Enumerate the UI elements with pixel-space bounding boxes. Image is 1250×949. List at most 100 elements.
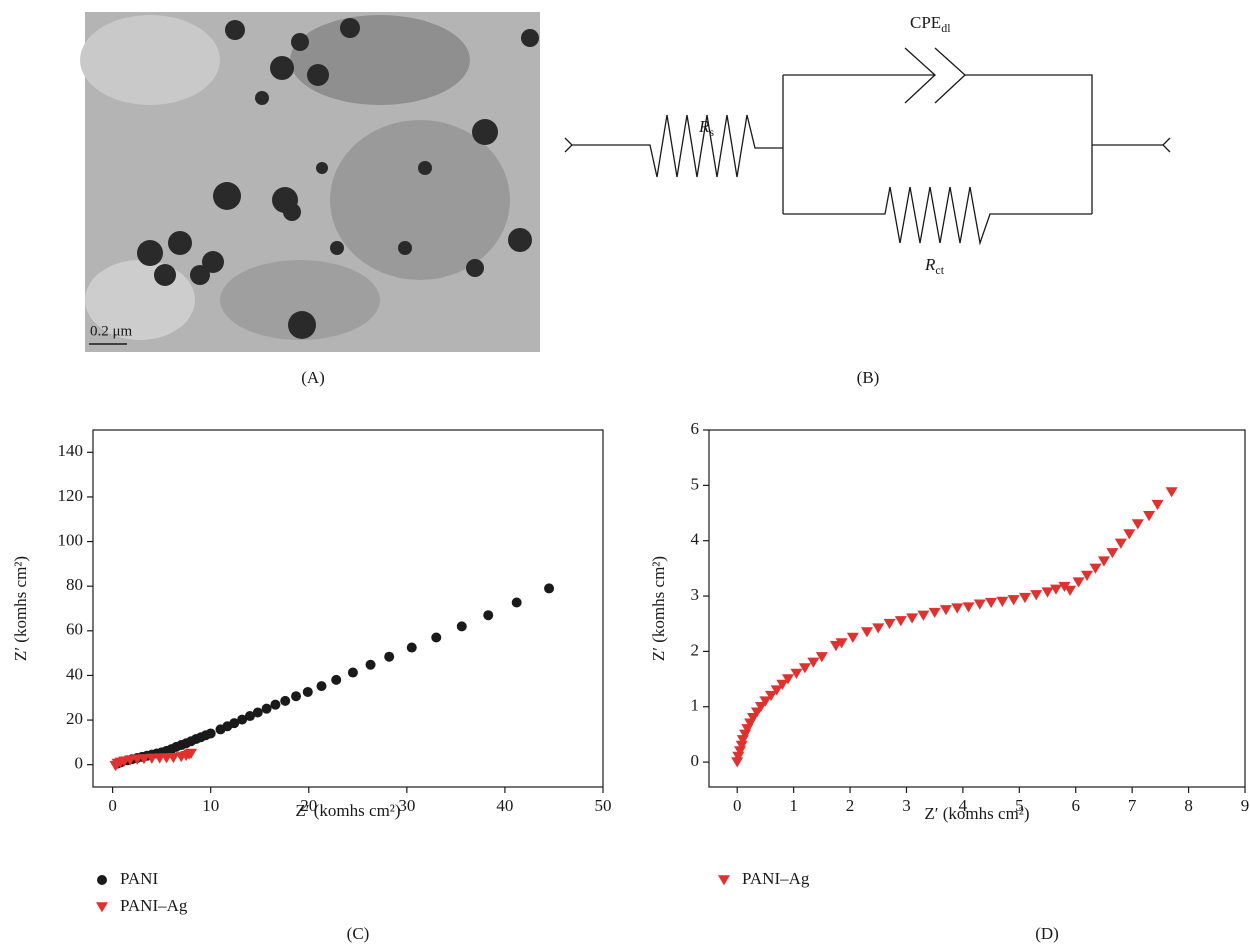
y-tick-label: 120 (58, 486, 84, 505)
x-tick-label: 20 (300, 796, 317, 815)
point (1081, 570, 1094, 581)
point (807, 657, 820, 668)
series (112, 583, 555, 769)
chart-title: (D) (1035, 924, 1059, 943)
x-tick-label: 5 (1015, 796, 1024, 815)
point (1143, 510, 1156, 522)
point (1007, 595, 1020, 606)
point (1030, 590, 1043, 601)
x-tick-label: 40 (496, 796, 513, 815)
x-tick-label: 9 (1241, 796, 1250, 815)
x-tick-label: 0 (733, 796, 742, 815)
series (109, 748, 198, 772)
point (431, 632, 442, 643)
y-tick-label: 3 (691, 585, 700, 604)
rs-subscript: s (709, 125, 714, 139)
point (790, 668, 803, 679)
point (291, 691, 302, 702)
point (331, 674, 342, 685)
point (237, 714, 248, 725)
point (734, 746, 747, 757)
point (894, 616, 907, 627)
point (754, 701, 767, 713)
y-tick-label: 20 (66, 709, 83, 728)
x-axis-label: Z′ (komhs cm²) (295, 801, 400, 820)
point (1041, 587, 1054, 598)
point (185, 748, 198, 759)
panel-label: (B) (857, 368, 880, 387)
x-tick-label: 0 (108, 796, 117, 815)
scale-bar-label: 0.2 μm (90, 323, 133, 339)
point (280, 695, 291, 706)
point (770, 685, 783, 696)
point (138, 754, 150, 765)
point (205, 728, 216, 739)
y-tick-label: 80 (66, 575, 83, 594)
x-tick-label: 2 (846, 796, 855, 815)
point (735, 740, 748, 751)
x-tick-label: 4 (959, 796, 968, 815)
x-tick-label: 6 (1071, 796, 1080, 815)
point (456, 621, 467, 632)
legend-label: PANI–Ag (120, 896, 188, 915)
point (731, 757, 744, 768)
point (860, 627, 873, 638)
plot-frame (708, 429, 1246, 788)
x-axis-label: Z′ (komhs cm²) (924, 804, 1029, 823)
point (261, 703, 272, 714)
point (1131, 519, 1144, 530)
y-tick-label: 60 (66, 620, 83, 639)
point (406, 642, 417, 653)
point (244, 711, 255, 722)
point (951, 603, 964, 614)
point (145, 753, 158, 764)
x-tick-label: 8 (1184, 796, 1193, 815)
x-tick-label: 7 (1128, 796, 1137, 815)
y-tick-label: 100 (58, 530, 84, 549)
y-tick-label: 0 (75, 754, 84, 773)
point (252, 707, 263, 718)
point (996, 596, 1009, 607)
point (270, 699, 281, 710)
point (1114, 538, 1127, 549)
point (846, 632, 859, 643)
point (483, 610, 494, 621)
y-tick-label: 6 (691, 419, 700, 438)
plot-frame (92, 429, 604, 788)
y-axis-label: Z′ (komhs cm²) (11, 556, 30, 661)
legend-marker (96, 902, 108, 913)
point (1165, 487, 1178, 498)
y-axis-label: Z′ (komhs cm²) (649, 556, 668, 661)
point (1097, 556, 1110, 567)
point (872, 623, 885, 634)
y-tick-label: 0 (691, 751, 700, 770)
point (883, 618, 896, 630)
x-tick-label: 1 (789, 796, 798, 815)
point (759, 696, 772, 707)
legend-label: PANI–Ag (742, 869, 810, 888)
point (167, 752, 180, 764)
point (1151, 499, 1164, 511)
point (906, 613, 919, 624)
rct-subscript: ct (935, 263, 944, 277)
cpe-subscript: dl (941, 21, 951, 35)
point (985, 597, 998, 609)
point (511, 597, 522, 608)
point (302, 686, 313, 697)
point (962, 602, 975, 613)
rct-label: Rct (924, 255, 945, 277)
y-tick-label: 140 (58, 441, 84, 460)
x-tick-label: 3 (902, 796, 911, 815)
y-tick-label: 2 (691, 640, 700, 659)
rs-symbol: R (698, 117, 710, 136)
point (835, 638, 848, 649)
cpe-symbol: CPE (910, 13, 941, 32)
y-tick-label: 1 (691, 696, 700, 715)
point (384, 651, 395, 662)
point (544, 583, 555, 594)
point (229, 718, 240, 729)
point (316, 681, 327, 692)
point (1058, 581, 1071, 593)
